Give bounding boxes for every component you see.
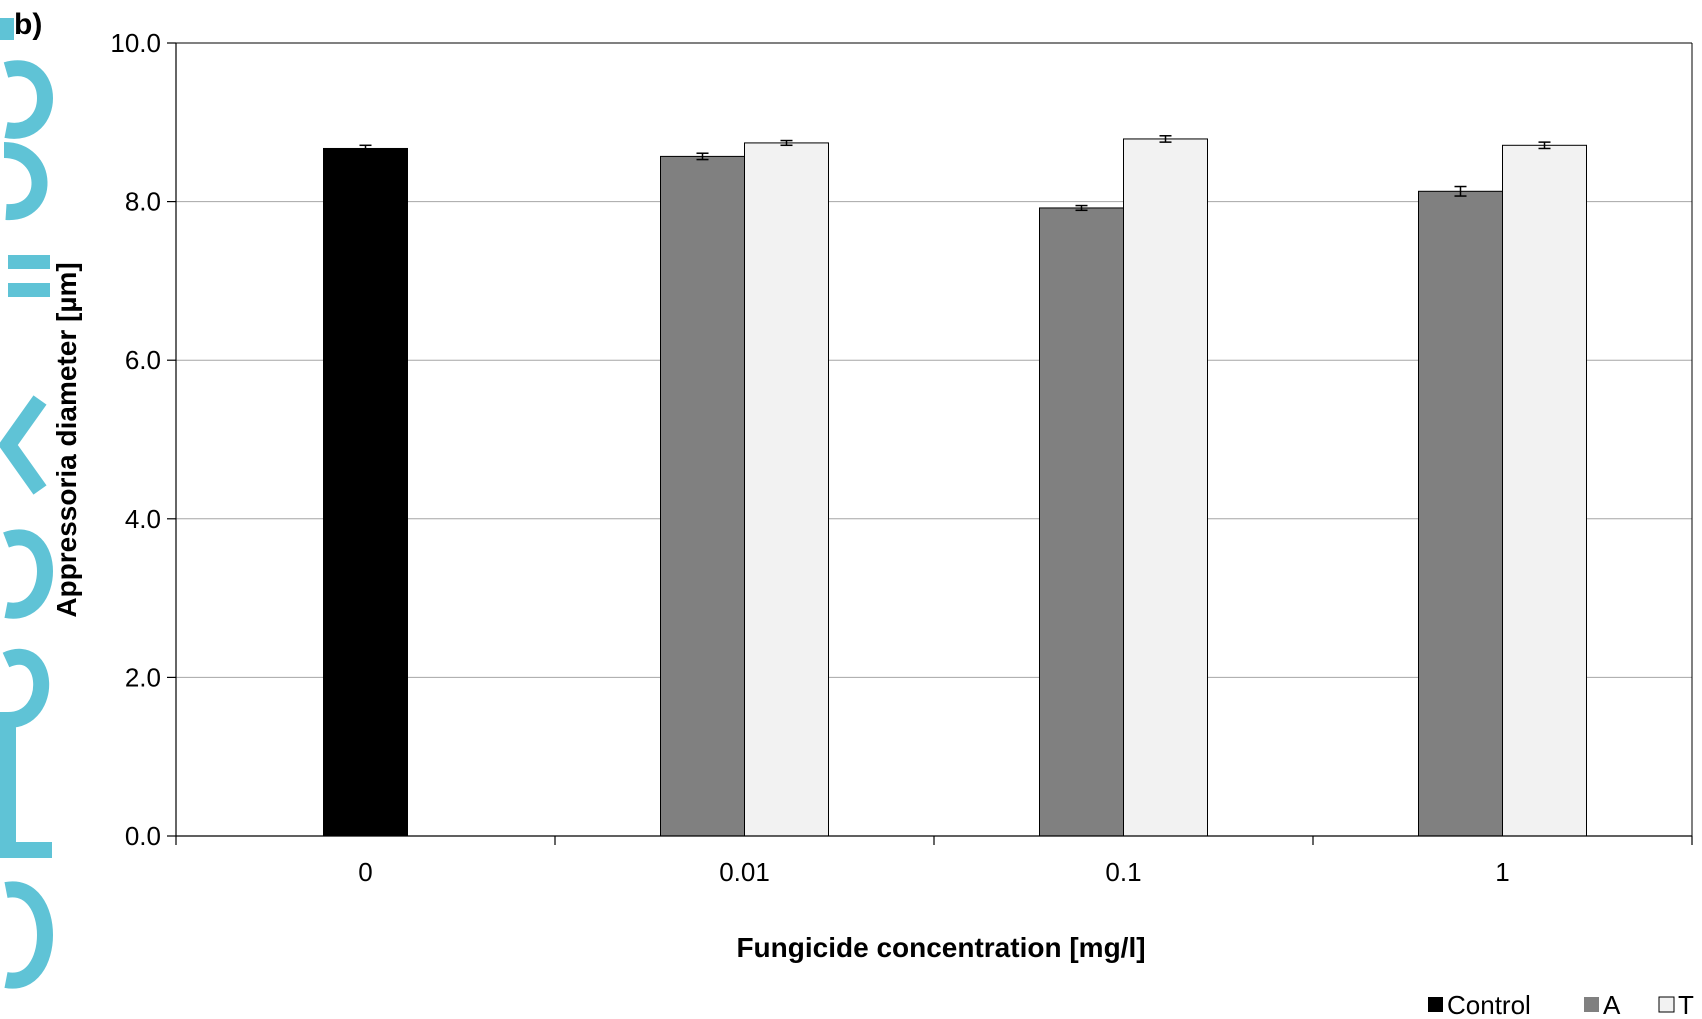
legend-swatch-t xyxy=(1658,996,1675,1013)
watermark-stroke xyxy=(3,60,53,139)
watermark-stroke xyxy=(4,881,53,989)
watermark xyxy=(0,18,53,989)
bar-a-0.1 xyxy=(1039,207,1124,837)
watermark-stroke xyxy=(0,395,47,495)
legend-swatch-control xyxy=(1428,997,1443,1012)
y-axis-title: Appressoria diameter [µm] xyxy=(51,262,82,617)
bar-t-1 xyxy=(1502,144,1587,837)
y-tick-label: 8.0 xyxy=(125,187,161,217)
legend-label-control: Control xyxy=(1447,990,1531,1019)
bar-a-0.01 xyxy=(660,155,745,837)
y-tick-label: 10.0 xyxy=(110,28,161,58)
error-bars xyxy=(359,135,1551,212)
y-tick-label: 2.0 xyxy=(125,662,161,692)
bars xyxy=(323,138,1587,837)
axes xyxy=(167,42,1693,845)
watermark-stroke xyxy=(3,142,48,220)
bar-a-1 xyxy=(1418,190,1503,837)
x-tick-label: 0 xyxy=(358,857,372,887)
y-tick-label: 6.0 xyxy=(125,345,161,375)
x-axis-title: Fungicide concentration [mg/l] xyxy=(736,932,1145,963)
tick-labels: 0.0 2.0 4.0 6.0 8.0 10.0 0 0.01 0.1 1 xyxy=(110,28,1509,887)
bar-control-0 xyxy=(323,147,408,837)
panel-label: b) xyxy=(14,8,43,41)
watermark-stroke xyxy=(3,529,53,619)
x-tick-label: 0.1 xyxy=(1105,857,1141,887)
legend-swatch-a xyxy=(1584,997,1599,1012)
bar-t-0.01 xyxy=(744,142,829,837)
bar-t-0.1 xyxy=(1123,138,1208,837)
legend: Control A T xyxy=(1428,990,1694,1019)
watermark-stroke xyxy=(0,649,52,858)
x-tick-label: 0.01 xyxy=(719,857,770,887)
y-tick-label: 4.0 xyxy=(125,504,161,534)
x-tick-label: 1 xyxy=(1495,857,1509,887)
legend-label-a: A xyxy=(1603,990,1621,1019)
watermark-stroke xyxy=(8,255,50,297)
watermark-stroke xyxy=(0,18,14,40)
legend-label-t: T xyxy=(1678,990,1694,1019)
y-tick-label: 0.0 xyxy=(125,821,161,851)
